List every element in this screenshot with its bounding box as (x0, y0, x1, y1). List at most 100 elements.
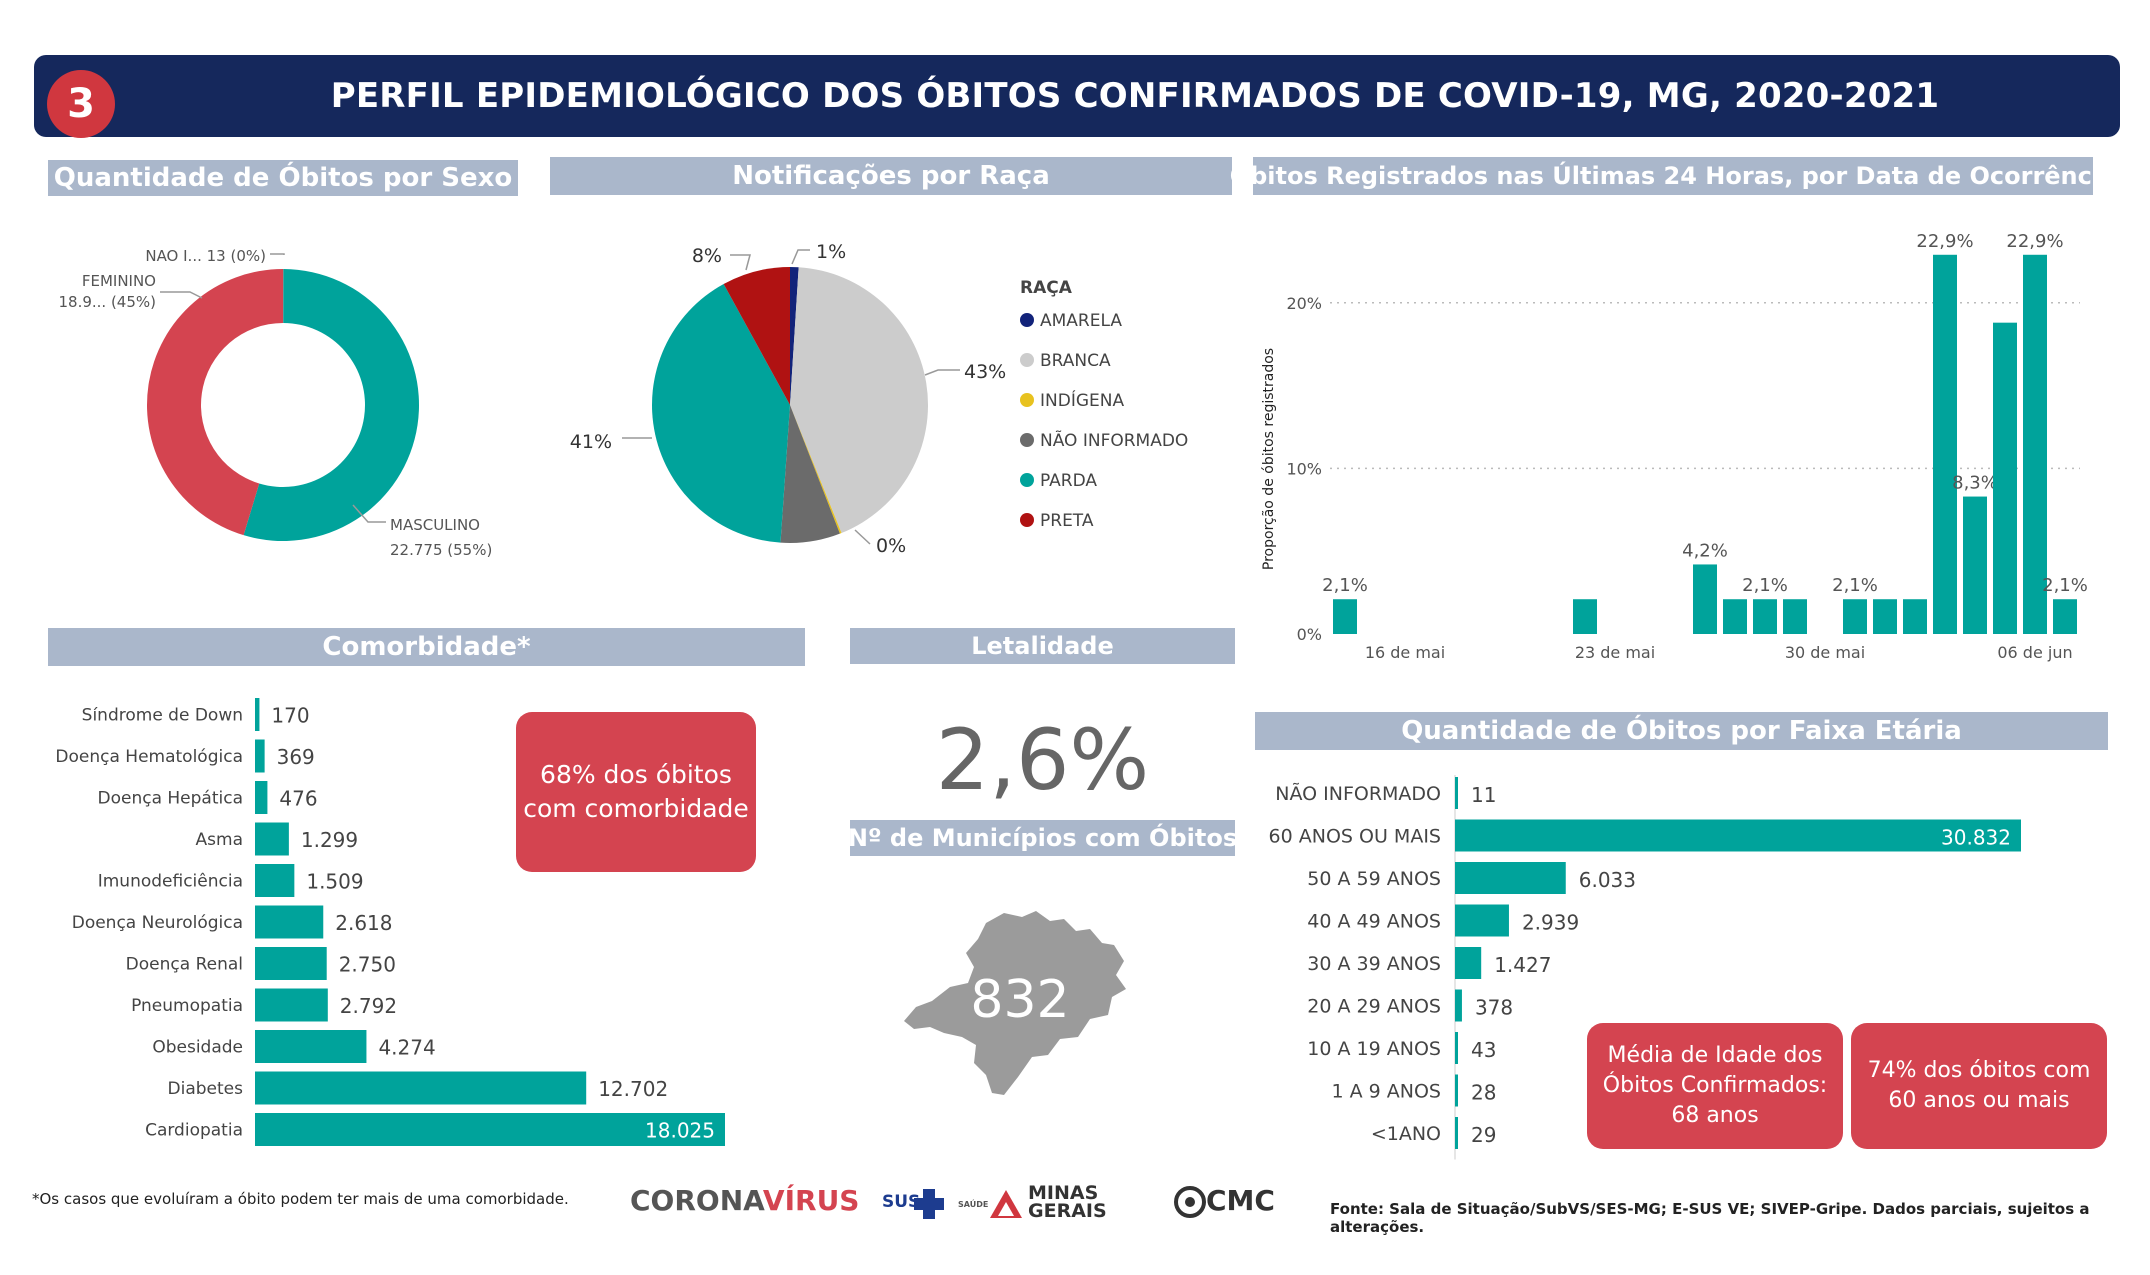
leader-line-preta (730, 254, 751, 271)
ultimas24-bar-chart: 0% 10% 20% Proporção de óbitos registrados 2… (1261, 231, 2088, 662)
leader-line-amarela (791, 249, 810, 265)
y-tick-1: 10% (1286, 459, 1322, 478)
bar-02-06 (1903, 599, 1927, 634)
legend-label-branca: BRANCA (1040, 351, 1111, 371)
bar-doenca-renal (255, 947, 327, 980)
bar-doenca-hepatica (255, 781, 268, 814)
value-pneumopatia: 2.792 (340, 994, 397, 1018)
slice-amarela (790, 267, 799, 405)
value-10-a-19-anos: 43 (1471, 1038, 1496, 1062)
cmc-logo: CMC (1206, 1184, 1275, 1217)
panel-title-raca: Notificações por Raça (550, 157, 1232, 195)
section-number-badge: 3 (47, 70, 115, 138)
panel-title-ultimas24: Óbitos Registrados nas Últimas 24 Horas,… (1230, 157, 2116, 195)
bar-29-05 (1783, 599, 1807, 634)
value-20-a-29-anos: 378 (1475, 996, 1513, 1020)
value-60-anos-ou-mais: 30.832 (1941, 826, 2011, 850)
legend-label-indigena: INDÍGENA (1040, 389, 1124, 411)
bar-asma (255, 822, 289, 856)
bar-doenca-neurologica (255, 905, 324, 939)
category-obesidade: Obesidade (152, 1038, 243, 1058)
label-feminino-value: 18.9... (45%) (58, 293, 156, 311)
cmc-emblem-icon (1174, 1186, 1206, 1218)
legend-marker-branca (1020, 353, 1034, 367)
value-30-a-39-anos: 1.427 (1494, 953, 1551, 977)
slice-nao-informado (780, 405, 840, 543)
bar-label-07-06: 2,1% (2042, 575, 2088, 596)
category-1-a-9-anos: 1 A 9 ANOS (1331, 1081, 1441, 1103)
value-asma: 1.299 (301, 828, 358, 852)
label-masculino-name: MASCULINO (390, 516, 480, 534)
minas-gerais-logo: MINAS GERAIS (1028, 1182, 1107, 1221)
comorbidade-bar-chart: Síndrome de Down 170 Doença Hematológica 36… (55, 698, 725, 1146)
minas-triangle-icon (990, 1190, 1022, 1218)
bar-sindrome-de-down (255, 698, 260, 731)
bar-1-a-9-anos (1455, 1074, 1458, 1107)
slice-branca (790, 267, 929, 534)
idade-media-callout: Média de Idade dos Óbitos Confirmados: 6… (1587, 1023, 1843, 1149)
value-diabetes: 12.702 (598, 1077, 668, 1101)
bar-40-a-49-anos (1455, 904, 1509, 937)
leader-line-nao-informado (270, 253, 285, 255)
corona-virus-logo: CORONAVÍRUS (630, 1184, 860, 1217)
value-40-a-49-anos: 2.939 (1522, 911, 1579, 935)
bar-01-06 (1873, 599, 1897, 634)
category-cardiopatia: Cardiopatia (145, 1121, 243, 1141)
category-doenca-hematologica: Doença Hematológica (55, 747, 243, 767)
x-tick-2: 30 de mai (1785, 643, 1865, 662)
sus-cross-icon (914, 1189, 944, 1219)
bar-nao-informado (1455, 777, 1458, 809)
category-diabetes: Diabetes (168, 1079, 244, 1099)
legend-label-nao-informado: NÃO INFORMADO (1040, 429, 1188, 451)
y-tick-2: 20% (1286, 294, 1322, 313)
bar-04-06 (1963, 496, 1987, 634)
category-doenca-neurologica: Doença Neurológica (72, 913, 243, 933)
bar-22-05 (1573, 599, 1597, 634)
category-1ano: <1ANO (1371, 1123, 1441, 1145)
bar-cardiopatia (255, 1113, 725, 1146)
bar-28-05 (1753, 599, 1777, 634)
faixa-etaria-bar-chart: NÃO INFORMADO 11 60 ANOS OU MAIS 30.832 50 A… (1269, 775, 2021, 1160)
minas-logo-line1: MINAS (1028, 1182, 1099, 1204)
footnote: *Os casos que evoluíram a óbito podem te… (32, 1190, 569, 1208)
bar-1ano (1455, 1117, 1458, 1149)
category-sindrome-de-down: Síndrome de Down (82, 706, 243, 726)
category-20-a-29-anos: 20 A 29 ANOS (1307, 996, 1441, 1018)
page-title: PERFIL EPIDEMIOLÓGICO DOS ÓBITOS CONFIRM… (330, 76, 1940, 116)
bar-20-a-29-anos (1455, 989, 1462, 1022)
source-note: Fonte: Sala de Situação/SubVS/SES-MG; E-… (1330, 1200, 2090, 1236)
value-doenca-hepatica: 476 (279, 787, 317, 811)
label-nao-informado: NAO I... 13 (0%) (145, 247, 266, 265)
leader-line-feminino (160, 291, 203, 299)
slice-feminino (147, 269, 284, 536)
saude-label: SAÚDE (958, 1200, 989, 1209)
letalidade-value: 2,6% (935, 711, 1150, 809)
bar-label-31-05: 2,1% (1832, 575, 1878, 596)
value-obesidade: 4.274 (378, 1036, 435, 1060)
pct-label-branca: 43% (964, 361, 1006, 383)
minas-gerais-map-icon (904, 911, 1126, 1095)
bar-label-04-06: 8,3% (1952, 473, 1998, 494)
category-30-a-39-anos: 30 A 39 ANOS (1307, 953, 1441, 975)
category-10-a-19-anos: 10 A 19 ANOS (1307, 1038, 1441, 1060)
label-masculino-value: 22.775 (55%) (390, 541, 492, 559)
x-tick-3: 06 de jun (1997, 643, 2072, 662)
category-imunodeficiencia: Imunodeficiência (98, 872, 243, 892)
pct-label-parda: 41% (570, 431, 612, 453)
value-doenca-hematologica: 369 (277, 745, 315, 769)
bar-label-03-06: 22,9% (1916, 231, 1973, 252)
bar-50-a-59-anos (1455, 862, 1566, 894)
y-tick-0: 0% (1297, 625, 1322, 644)
value-sindrome-de-down: 170 (271, 704, 309, 728)
bar-30-a-39-anos (1455, 947, 1482, 979)
leader-line-indigena (854, 529, 871, 545)
panel-title-letalidade: Letalidade (850, 628, 1235, 664)
bar-14-05 (1333, 599, 1357, 634)
bar-06-06 (2023, 254, 2047, 634)
bar-label-26-05: 4,2% (1682, 540, 1728, 561)
legend-marker-preta (1020, 513, 1034, 527)
legend-marker-amarela (1020, 313, 1034, 327)
sus-logo: SUS (882, 1192, 921, 1212)
legend-label-preta: PRETA (1040, 511, 1094, 531)
value-50-a-59-anos: 6.033 (1579, 868, 1636, 892)
